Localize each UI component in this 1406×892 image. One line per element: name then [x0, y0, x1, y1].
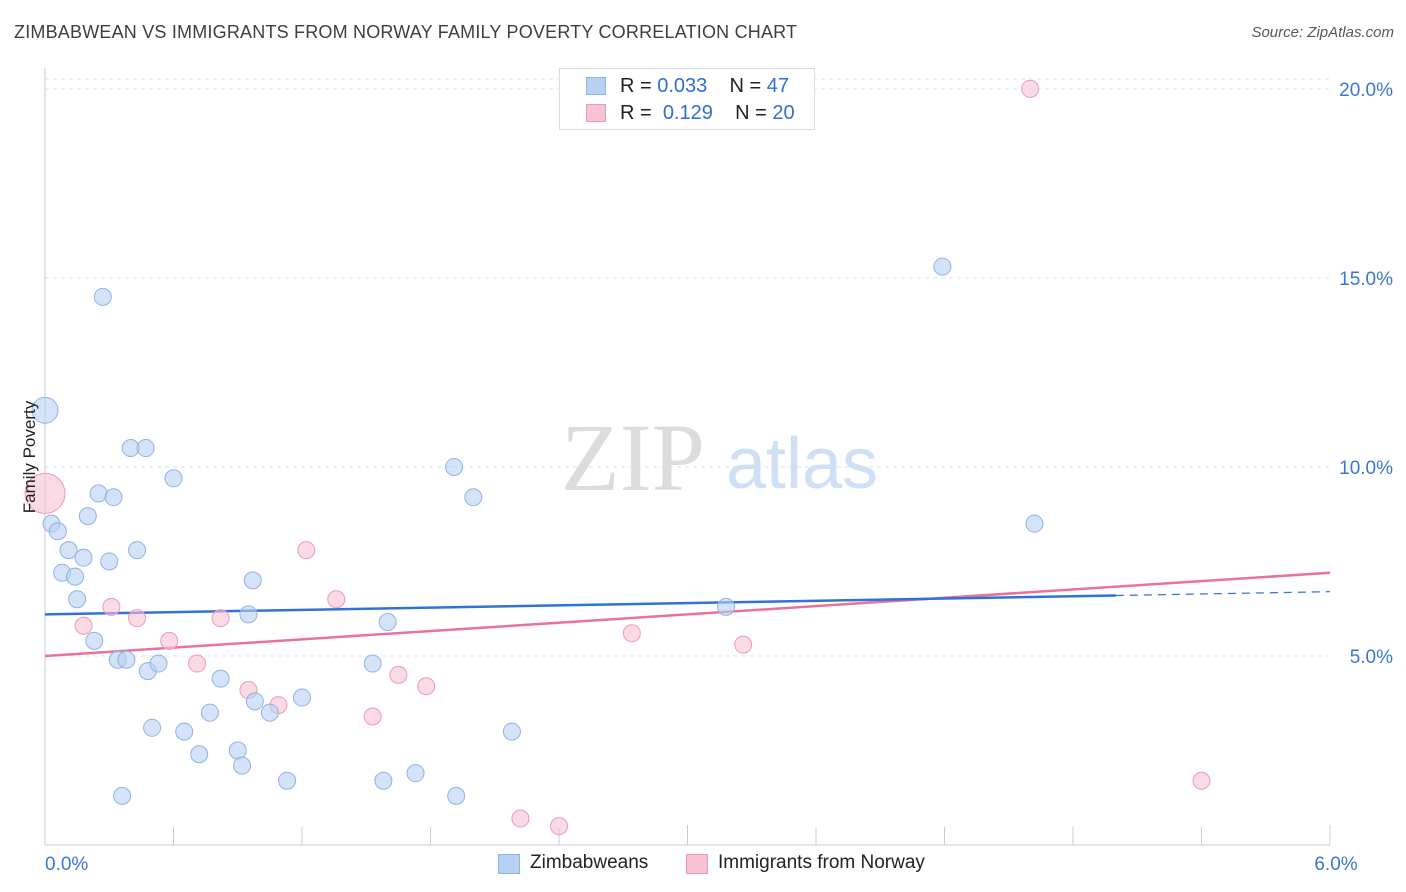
n-value: 20 [772, 102, 795, 124]
trend-line-zimbabweans-extension [1115, 591, 1331, 597]
data-point-zimbabweans[interactable] [117, 650, 136, 669]
data-point-norway[interactable] [1192, 771, 1211, 790]
data-point-zimbabweans[interactable] [378, 612, 397, 631]
source-label: Source: ZipAtlas.com [1251, 24, 1394, 41]
legend-swatch-pink [686, 854, 708, 874]
data-point-zimbabweans[interactable] [190, 745, 209, 764]
y-tick-label: 5.0% [1350, 647, 1393, 668]
point-layer [24, 79, 1211, 836]
data-point-zimbabweans[interactable] [128, 541, 147, 560]
data-point-zimbabweans[interactable] [59, 541, 78, 560]
grid-layer [45, 78, 1330, 657]
x-tick-label: 6.0% [1314, 854, 1357, 875]
data-point-zimbabweans[interactable] [68, 590, 87, 609]
chart-title: ZIMBABWEAN VS IMMIGRANTS FROM NORWAY FAM… [14, 22, 798, 42]
data-point-zimbabweans[interactable] [149, 654, 168, 673]
trend-line-zimbabweans [44, 594, 1116, 616]
data-point-norway[interactable] [550, 817, 568, 836]
data-point-norway[interactable] [389, 665, 408, 684]
trend-line-norway [44, 571, 1331, 658]
stats-legend-text: R = 0.129 N = 20 [620, 102, 795, 125]
y-tick-label: 15.0% [1339, 269, 1393, 290]
data-point-zimbabweans[interactable] [1025, 514, 1044, 533]
data-point-zimbabweans[interactable] [502, 722, 521, 741]
data-point-zimbabweans[interactable] [65, 567, 84, 586]
data-point-norway[interactable] [297, 541, 316, 560]
data-point-norway[interactable] [1021, 79, 1040, 98]
n-value: 47 [766, 75, 790, 97]
data-point-zimbabweans[interactable] [278, 771, 297, 790]
data-point-norway[interactable] [128, 609, 147, 628]
data-point-zimbabweans[interactable] [136, 439, 155, 458]
watermark-zip: ZIP [561, 404, 705, 511]
x-tick-label: 0.0% [45, 854, 88, 875]
data-point-zimbabweans[interactable] [245, 692, 264, 711]
data-point-zimbabweans[interactable] [933, 257, 952, 276]
data-point-zimbabweans[interactable] [374, 771, 393, 790]
data-point-zimbabweans[interactable] [233, 756, 252, 775]
data-point-zimbabweans[interactable] [260, 703, 279, 722]
data-point-norway[interactable] [363, 707, 382, 726]
r-value: 0.033 [657, 75, 708, 97]
legend-label: Immigrants from Norway [718, 852, 925, 873]
data-point-zimbabweans[interactable] [78, 507, 97, 526]
data-point-zimbabweans[interactable] [31, 396, 59, 424]
legend-swatch-blue [498, 854, 520, 874]
data-point-zimbabweans[interactable] [363, 654, 382, 673]
n-label: N = [729, 75, 762, 97]
data-point-norway[interactable] [24, 472, 66, 514]
data-point-norway[interactable] [211, 609, 230, 628]
r-label: R = [620, 75, 652, 97]
stats-legend-text: R = 0.033 N = 47 [620, 75, 789, 98]
legend-label: Zimbabweans [530, 852, 649, 873]
data-point-norway[interactable] [102, 597, 121, 616]
watermark-atlas: atlas [726, 424, 878, 504]
data-point-zimbabweans[interactable] [447, 786, 466, 805]
data-point-zimbabweans[interactable] [717, 597, 736, 616]
data-point-zimbabweans[interactable] [175, 722, 194, 741]
data-point-zimbabweans[interactable] [48, 522, 67, 541]
data-point-zimbabweans[interactable] [143, 718, 162, 737]
n-label: N = [735, 102, 767, 124]
data-point-zimbabweans[interactable] [100, 552, 119, 571]
trend-layer [44, 571, 1331, 658]
data-point-zimbabweans[interactable] [293, 688, 311, 707]
data-point-norway[interactable] [734, 635, 753, 654]
data-point-zimbabweans[interactable] [121, 439, 140, 458]
data-point-zimbabweans[interactable] [406, 764, 425, 783]
tick-label-layer: 5.0% 10.0% 15.0% 20.0% 0.0% 6.0% [45, 80, 1393, 875]
stats-legend: R = 0.033 N = 47 R = 0.129 N = 20 [559, 68, 815, 130]
data-point-zimbabweans[interactable] [211, 669, 230, 688]
data-point-zimbabweans[interactable] [464, 488, 483, 507]
data-point-zimbabweans[interactable] [228, 741, 247, 760]
data-point-norway[interactable] [622, 624, 641, 643]
data-point-zimbabweans[interactable] [164, 469, 183, 488]
data-point-zimbabweans[interactable] [243, 571, 262, 590]
data-point-zimbabweans[interactable] [200, 703, 219, 722]
legend-swatch-pink [586, 104, 606, 122]
y-tick-label: 20.0% [1339, 80, 1393, 101]
r-value: 0.129 [662, 102, 713, 124]
data-point-norway[interactable] [188, 654, 207, 673]
data-point-norway[interactable] [160, 631, 179, 650]
data-point-zimbabweans[interactable] [74, 548, 93, 567]
data-point-zimbabweans[interactable] [89, 484, 108, 503]
data-point-norway[interactable] [511, 809, 530, 828]
data-point-zimbabweans[interactable] [93, 287, 112, 306]
data-point-zimbabweans[interactable] [445, 457, 464, 476]
data-point-norway[interactable] [417, 677, 436, 696]
data-point-zimbabweans[interactable] [239, 605, 258, 624]
legend-swatch-blue [586, 77, 606, 95]
r-label: R = [620, 102, 652, 124]
data-point-zimbabweans[interactable] [85, 631, 104, 650]
data-point-zimbabweans[interactable] [113, 786, 132, 805]
data-point-zimbabweans[interactable] [104, 488, 123, 507]
y-tick-label: 10.0% [1339, 458, 1393, 479]
data-point-norway[interactable] [327, 590, 346, 609]
y-axis-title: Family Poverty [20, 400, 39, 514]
data-point-norway[interactable] [74, 616, 93, 635]
